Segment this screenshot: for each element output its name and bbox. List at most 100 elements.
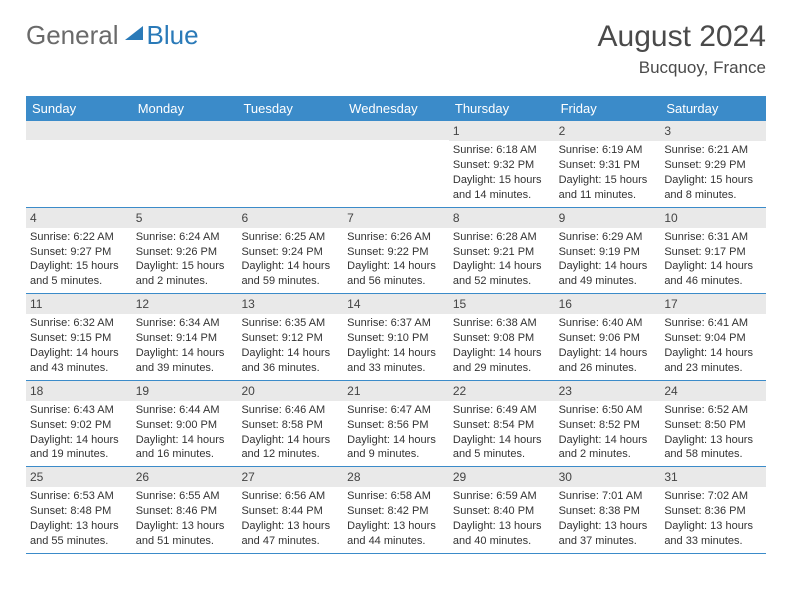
sunset-line: Sunset: 9:31 PM bbox=[559, 158, 657, 173]
sunrise-line: Sunrise: 6:49 AM bbox=[453, 403, 551, 418]
sunrise-line: Sunrise: 6:18 AM bbox=[453, 143, 551, 158]
sunrise-line: Sunrise: 6:21 AM bbox=[664, 143, 762, 158]
sunrise-line: Sunrise: 6:43 AM bbox=[30, 403, 128, 418]
day-number: 10 bbox=[660, 208, 766, 228]
day-number: 29 bbox=[449, 467, 555, 487]
day-number: 13 bbox=[237, 294, 343, 314]
day-details: Sunrise: 6:40 AMSunset: 9:06 PMDaylight:… bbox=[555, 316, 661, 379]
day-details: Sunrise: 6:29 AMSunset: 9:19 PMDaylight:… bbox=[555, 230, 661, 293]
day-number: 2 bbox=[555, 121, 661, 141]
sunrise-line: Sunrise: 6:59 AM bbox=[453, 489, 551, 504]
day-cell: 21Sunrise: 6:47 AMSunset: 8:56 PMDayligh… bbox=[343, 381, 449, 467]
day-details: Sunrise: 6:21 AMSunset: 9:29 PMDaylight:… bbox=[660, 143, 766, 206]
weekday-header: Sunday bbox=[26, 96, 132, 121]
daylight-line: Daylight: 14 hours and 16 minutes. bbox=[136, 433, 234, 463]
header: General Blue August 2024 Bucquoy, France bbox=[26, 20, 766, 78]
day-cell: 11Sunrise: 6:32 AMSunset: 9:15 PMDayligh… bbox=[26, 294, 132, 380]
sunset-line: Sunset: 9:17 PM bbox=[664, 245, 762, 260]
daylight-line: Daylight: 14 hours and 36 minutes. bbox=[241, 346, 339, 376]
day-number: 17 bbox=[660, 294, 766, 314]
day-cell: 26Sunrise: 6:55 AMSunset: 8:46 PMDayligh… bbox=[132, 467, 238, 553]
sunset-line: Sunset: 8:36 PM bbox=[664, 504, 762, 519]
sunset-line: Sunset: 8:42 PM bbox=[347, 504, 445, 519]
day-number: 22 bbox=[449, 381, 555, 401]
sunset-line: Sunset: 9:14 PM bbox=[136, 331, 234, 346]
week-row: 18Sunrise: 6:43 AMSunset: 9:02 PMDayligh… bbox=[26, 381, 766, 468]
week-row: 11Sunrise: 6:32 AMSunset: 9:15 PMDayligh… bbox=[26, 294, 766, 381]
daylight-line: Daylight: 13 hours and 51 minutes. bbox=[136, 519, 234, 549]
day-number: 24 bbox=[660, 381, 766, 401]
day-cell: 5Sunrise: 6:24 AMSunset: 9:26 PMDaylight… bbox=[132, 208, 238, 294]
sunset-line: Sunset: 8:48 PM bbox=[30, 504, 128, 519]
day-cell: 27Sunrise: 6:56 AMSunset: 8:44 PMDayligh… bbox=[237, 467, 343, 553]
daylight-line: Daylight: 13 hours and 33 minutes. bbox=[664, 519, 762, 549]
day-cell: 3Sunrise: 6:21 AMSunset: 9:29 PMDaylight… bbox=[660, 121, 766, 207]
daylight-line: Daylight: 14 hours and 39 minutes. bbox=[136, 346, 234, 376]
day-details: Sunrise: 6:43 AMSunset: 9:02 PMDaylight:… bbox=[26, 403, 132, 466]
day-details: Sunrise: 6:25 AMSunset: 9:24 PMDaylight:… bbox=[237, 230, 343, 293]
sunset-line: Sunset: 9:12 PM bbox=[241, 331, 339, 346]
sunrise-line: Sunrise: 6:47 AM bbox=[347, 403, 445, 418]
day-number: 4 bbox=[26, 208, 132, 228]
sunrise-line: Sunrise: 6:19 AM bbox=[559, 143, 657, 158]
sunrise-line: Sunrise: 6:50 AM bbox=[559, 403, 657, 418]
day-cell bbox=[26, 121, 132, 207]
day-cell: 6Sunrise: 6:25 AMSunset: 9:24 PMDaylight… bbox=[237, 208, 343, 294]
day-details: Sunrise: 6:18 AMSunset: 9:32 PMDaylight:… bbox=[449, 143, 555, 206]
sunset-line: Sunset: 8:52 PM bbox=[559, 418, 657, 433]
day-number: 27 bbox=[237, 467, 343, 487]
day-number: 28 bbox=[343, 467, 449, 487]
day-cell: 12Sunrise: 6:34 AMSunset: 9:14 PMDayligh… bbox=[132, 294, 238, 380]
daylight-line: Daylight: 13 hours and 37 minutes. bbox=[559, 519, 657, 549]
sunrise-line: Sunrise: 6:31 AM bbox=[664, 230, 762, 245]
day-cell bbox=[237, 121, 343, 207]
sunset-line: Sunset: 9:19 PM bbox=[559, 245, 657, 260]
day-cell: 29Sunrise: 6:59 AMSunset: 8:40 PMDayligh… bbox=[449, 467, 555, 553]
sunrise-line: Sunrise: 6:55 AM bbox=[136, 489, 234, 504]
day-number: 25 bbox=[26, 467, 132, 487]
logo-text-1: General bbox=[26, 20, 119, 51]
day-number: 12 bbox=[132, 294, 238, 314]
weekday-header: Thursday bbox=[449, 96, 555, 121]
day-cell bbox=[343, 121, 449, 207]
daylight-line: Daylight: 14 hours and 52 minutes. bbox=[453, 259, 551, 289]
day-cell: 13Sunrise: 6:35 AMSunset: 9:12 PMDayligh… bbox=[237, 294, 343, 380]
day-details: Sunrise: 6:28 AMSunset: 9:21 PMDaylight:… bbox=[449, 230, 555, 293]
daylight-line: Daylight: 15 hours and 8 minutes. bbox=[664, 173, 762, 203]
day-number: 8 bbox=[449, 208, 555, 228]
sunset-line: Sunset: 9:08 PM bbox=[453, 331, 551, 346]
day-number: 31 bbox=[660, 467, 766, 487]
day-details: Sunrise: 6:41 AMSunset: 9:04 PMDaylight:… bbox=[660, 316, 766, 379]
daylight-line: Daylight: 15 hours and 2 minutes. bbox=[136, 259, 234, 289]
day-cell: 7Sunrise: 6:26 AMSunset: 9:22 PMDaylight… bbox=[343, 208, 449, 294]
daylight-line: Daylight: 13 hours and 40 minutes. bbox=[453, 519, 551, 549]
weekday-header: Wednesday bbox=[343, 96, 449, 121]
day-details: Sunrise: 6:31 AMSunset: 9:17 PMDaylight:… bbox=[660, 230, 766, 293]
sunrise-line: Sunrise: 6:25 AM bbox=[241, 230, 339, 245]
day-details: Sunrise: 6:19 AMSunset: 9:31 PMDaylight:… bbox=[555, 143, 661, 206]
day-details: Sunrise: 6:35 AMSunset: 9:12 PMDaylight:… bbox=[237, 316, 343, 379]
day-details: Sunrise: 6:46 AMSunset: 8:58 PMDaylight:… bbox=[237, 403, 343, 466]
daylight-line: Daylight: 14 hours and 23 minutes. bbox=[664, 346, 762, 376]
sunset-line: Sunset: 9:15 PM bbox=[30, 331, 128, 346]
logo-triangle-icon bbox=[123, 20, 145, 51]
sunrise-line: Sunrise: 6:22 AM bbox=[30, 230, 128, 245]
day-cell: 28Sunrise: 6:58 AMSunset: 8:42 PMDayligh… bbox=[343, 467, 449, 553]
day-details: Sunrise: 6:50 AMSunset: 8:52 PMDaylight:… bbox=[555, 403, 661, 466]
month-title: August 2024 bbox=[598, 20, 766, 54]
sunset-line: Sunset: 8:50 PM bbox=[664, 418, 762, 433]
daylight-line: Daylight: 14 hours and 2 minutes. bbox=[559, 433, 657, 463]
daylight-line: Daylight: 14 hours and 19 minutes. bbox=[30, 433, 128, 463]
day-number: 11 bbox=[26, 294, 132, 314]
sunset-line: Sunset: 9:04 PM bbox=[664, 331, 762, 346]
day-number: 6 bbox=[237, 208, 343, 228]
day-cell: 1Sunrise: 6:18 AMSunset: 9:32 PMDaylight… bbox=[449, 121, 555, 207]
sunset-line: Sunset: 8:38 PM bbox=[559, 504, 657, 519]
day-details: Sunrise: 6:52 AMSunset: 8:50 PMDaylight:… bbox=[660, 403, 766, 466]
day-number: 26 bbox=[132, 467, 238, 487]
day-details: Sunrise: 6:47 AMSunset: 8:56 PMDaylight:… bbox=[343, 403, 449, 466]
day-number: 18 bbox=[26, 381, 132, 401]
day-details: Sunrise: 7:01 AMSunset: 8:38 PMDaylight:… bbox=[555, 489, 661, 552]
sunset-line: Sunset: 9:32 PM bbox=[453, 158, 551, 173]
daylight-line: Daylight: 14 hours and 33 minutes. bbox=[347, 346, 445, 376]
